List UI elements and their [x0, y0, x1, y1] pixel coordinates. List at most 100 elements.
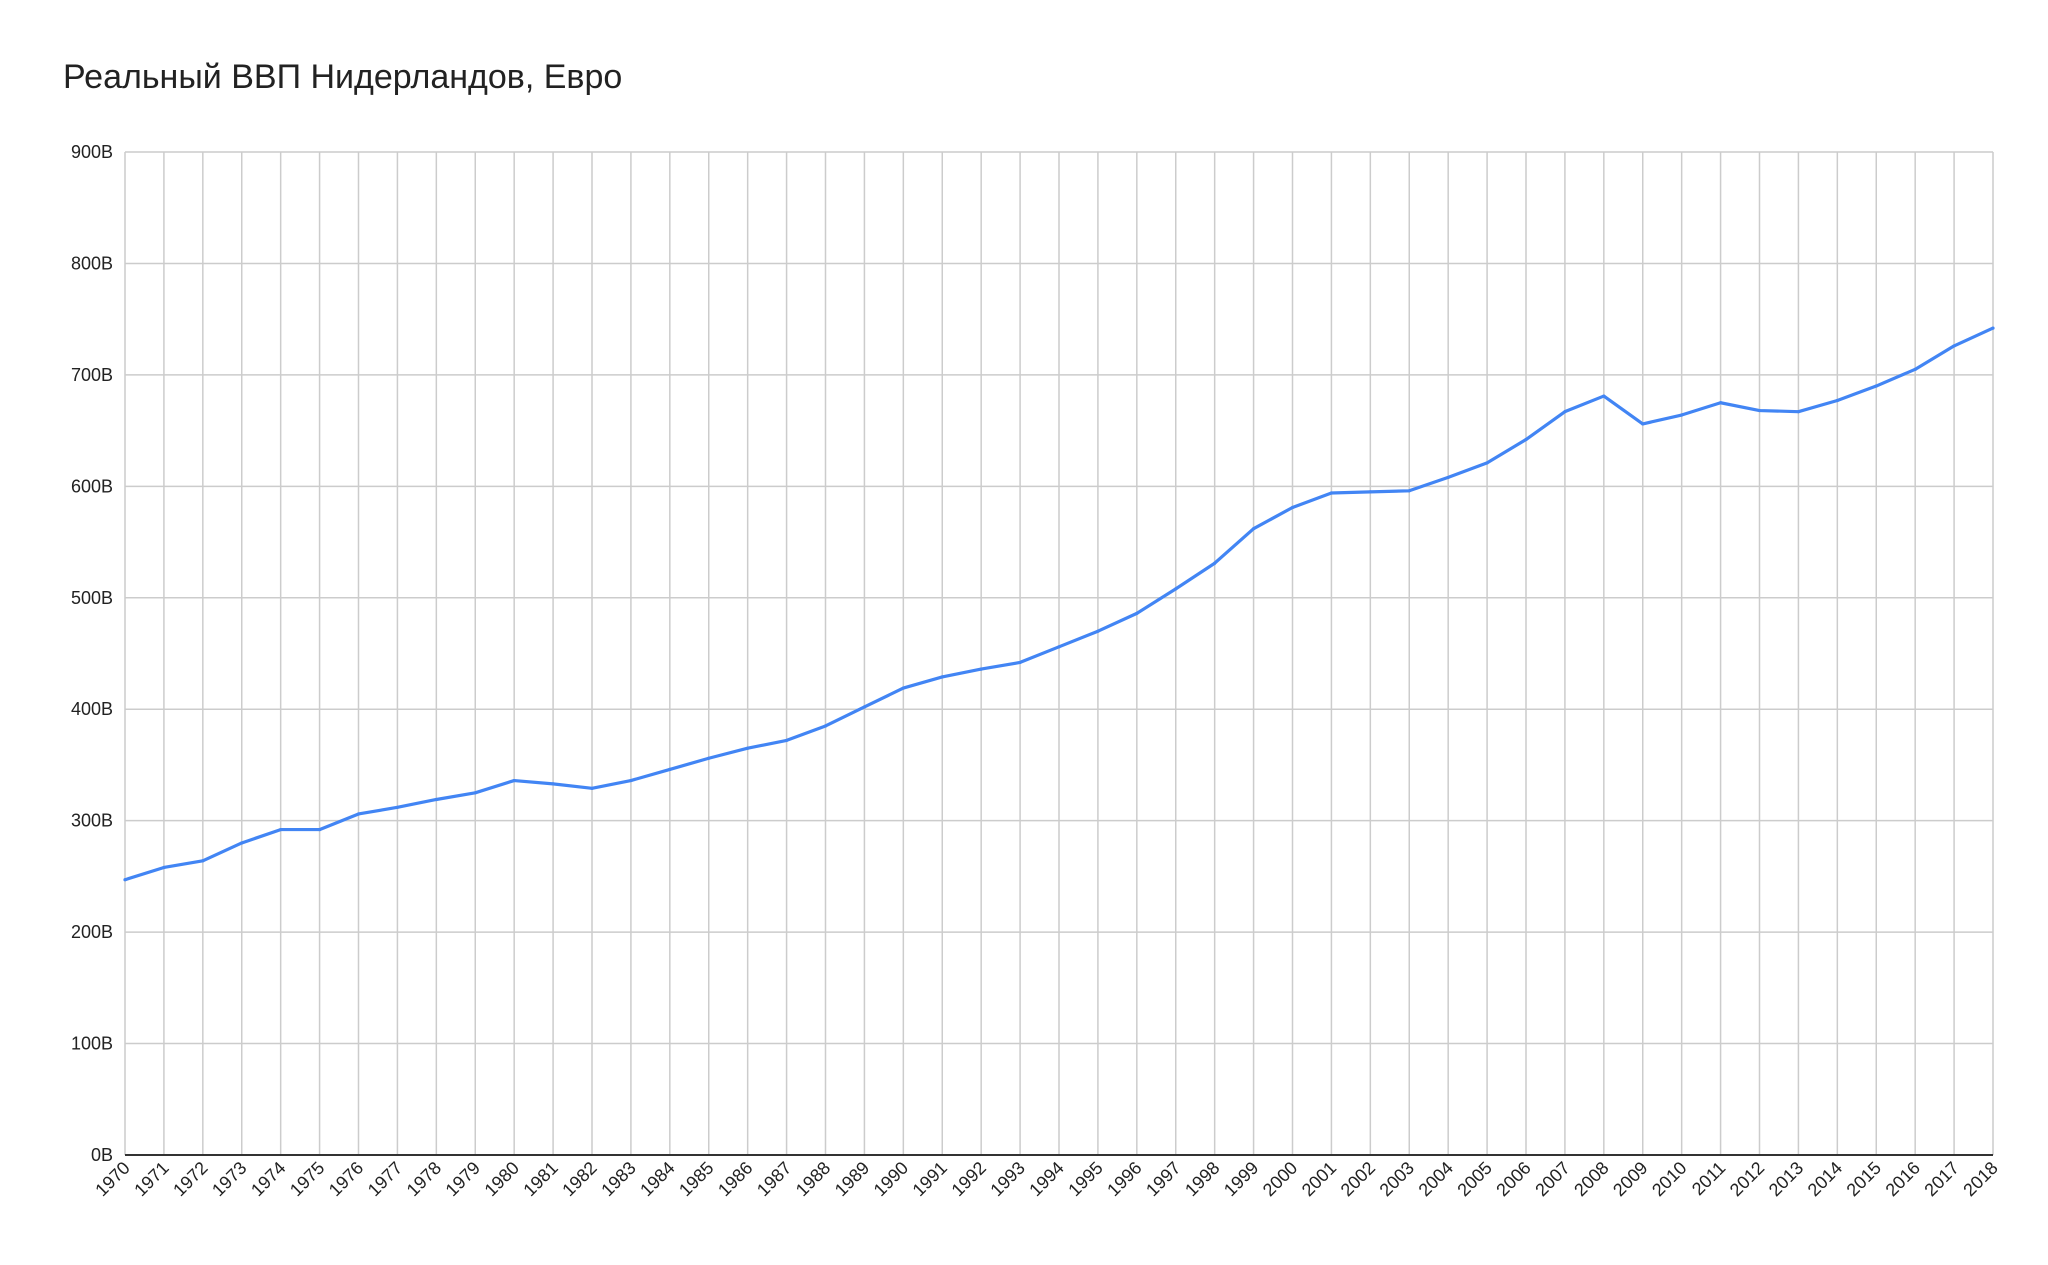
x-tick-label: 1971	[130, 1158, 172, 1200]
x-tick-label: 1982	[558, 1158, 600, 1200]
data-point	[201, 859, 205, 863]
x-tick-label: 1975	[286, 1158, 328, 1200]
data-point	[1368, 490, 1372, 494]
x-tick-label: 1983	[597, 1158, 639, 1200]
x-tick-label: 1992	[948, 1158, 990, 1200]
x-tick-label: 2018	[1959, 1158, 2001, 1200]
x-tick-label: 1986	[714, 1158, 756, 1200]
data-point	[1213, 561, 1217, 565]
y-tick-label: 500B	[71, 588, 113, 608]
data-point	[1718, 401, 1723, 405]
x-tick-label: 1976	[325, 1158, 367, 1200]
x-tick-label: 1973	[208, 1158, 250, 1200]
x-tick-label: 2010	[1648, 1158, 1690, 1200]
data-point	[979, 667, 983, 671]
data-point	[823, 724, 828, 728]
data-point	[317, 827, 322, 832]
data-point	[746, 746, 750, 750]
data-point	[1952, 344, 1956, 348]
x-tick-label: 2001	[1298, 1158, 1340, 1200]
data-point	[1018, 660, 1022, 665]
x-tick-label: 2005	[1453, 1158, 1495, 1200]
x-tick-label: 2003	[1376, 1158, 1418, 1200]
data-point	[512, 778, 516, 783]
x-tick-label: 2015	[1843, 1158, 1885, 1200]
x-tick-label: 2007	[1531, 1158, 1573, 1200]
x-tick-label: 1997	[1142, 1158, 1184, 1200]
y-tick-label: 600B	[71, 476, 113, 496]
x-tick-label: 1987	[753, 1158, 795, 1200]
x-tick-label: 1999	[1220, 1158, 1262, 1200]
data-point	[668, 767, 672, 772]
data-point	[940, 675, 944, 679]
x-tick-label: 2000	[1259, 1158, 1301, 1200]
data-point	[629, 778, 633, 783]
x-tick-label: 2017	[1920, 1158, 1962, 1200]
x-tick-label: 2014	[1804, 1158, 1846, 1200]
data-point	[1641, 422, 1645, 426]
data-point	[1757, 408, 1762, 413]
data-point	[1874, 384, 1878, 388]
data-point	[1174, 587, 1178, 591]
data-point	[279, 827, 283, 832]
x-tick-label: 2013	[1765, 1158, 1807, 1200]
data-point	[1563, 410, 1567, 414]
x-tick-label: 1981	[519, 1158, 561, 1200]
data-point	[1796, 410, 1801, 414]
chart-title: Реальный ВВП Нидерландов, Евро	[63, 58, 623, 96]
x-tick-label: 1985	[675, 1158, 717, 1200]
data-point	[1485, 461, 1489, 465]
data-point	[590, 786, 594, 790]
data-point	[434, 797, 438, 802]
data-point	[707, 756, 711, 760]
data-point	[1835, 398, 1839, 403]
y-tick-label: 100B	[71, 1034, 113, 1054]
data-point	[551, 782, 555, 786]
data-point	[240, 841, 244, 845]
y-tick-label: 800B	[71, 253, 113, 273]
x-tick-label: 1977	[364, 1158, 406, 1200]
y-tick-label: 200B	[71, 922, 113, 942]
x-tick-label: 2006	[1492, 1158, 1534, 1200]
data-point	[1057, 645, 1061, 649]
data-point	[901, 686, 905, 690]
data-point	[784, 738, 789, 743]
x-tick-label: 1972	[169, 1158, 211, 1200]
x-tick-label: 1980	[481, 1158, 523, 1200]
x-tick-label: 2009	[1609, 1158, 1651, 1200]
y-tick-label: 300B	[71, 811, 113, 831]
x-tick-label: 1993	[986, 1158, 1028, 1200]
y-tick-label: 0B	[91, 1145, 113, 1165]
y-tick-label: 900B	[71, 142, 113, 162]
y-tick-label: 400B	[71, 699, 113, 719]
x-tick-label: 2016	[1882, 1158, 1924, 1200]
x-tick-label: 1978	[403, 1158, 445, 1200]
data-point	[473, 791, 477, 795]
data-point	[123, 878, 127, 882]
x-tick-label: 1998	[1181, 1158, 1223, 1200]
x-tick-label: 2004	[1415, 1158, 1457, 1200]
data-point	[1290, 505, 1295, 510]
x-tick-label: 1988	[792, 1158, 834, 1200]
x-tick-label: 1979	[442, 1158, 484, 1200]
data-point	[1096, 629, 1100, 633]
data-point	[1407, 489, 1411, 493]
data-point	[1251, 527, 1256, 531]
x-tick-label: 1991	[909, 1158, 951, 1200]
data-point	[1135, 611, 1139, 615]
data-point	[162, 865, 166, 870]
x-tick-label: 2012	[1726, 1158, 1768, 1200]
x-tick-label: 1989	[831, 1158, 873, 1200]
data-point	[1329, 491, 1334, 495]
data-point	[356, 812, 361, 816]
y-tick-label: 700B	[71, 365, 113, 385]
x-tick-label: 2008	[1570, 1158, 1612, 1200]
data-point	[862, 705, 867, 709]
x-tick-label: 1990	[870, 1158, 912, 1200]
data-point	[1680, 413, 1684, 417]
x-tick-label: 2011	[1688, 1158, 1730, 1200]
x-tick-label: 1994	[1025, 1158, 1067, 1200]
x-tick-label: 1995	[1064, 1158, 1106, 1200]
x-tick-label: 1984	[636, 1158, 678, 1200]
